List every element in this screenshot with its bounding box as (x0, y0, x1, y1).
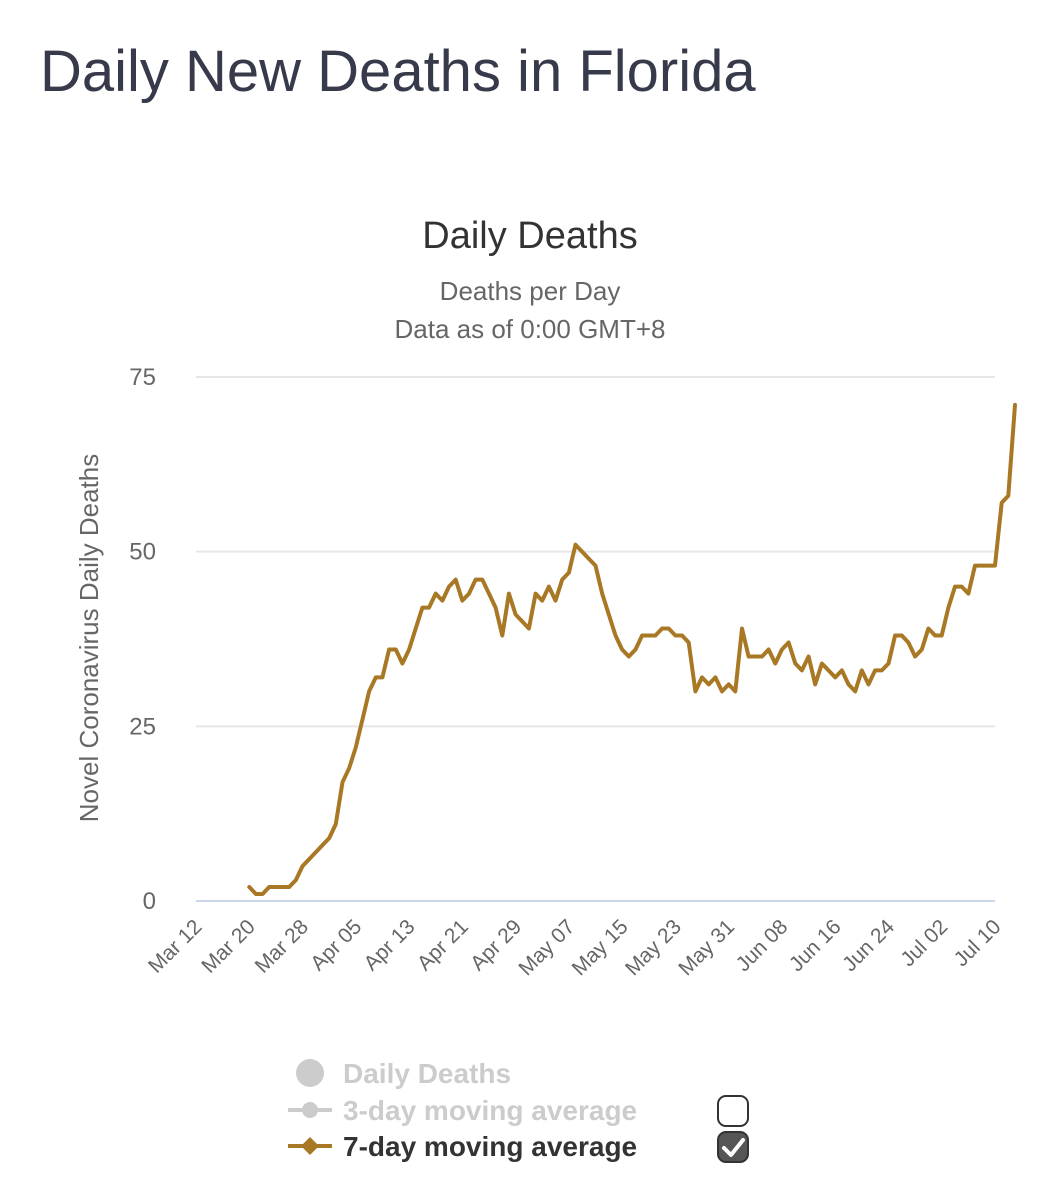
x-tick-label: Mar 12 (144, 915, 206, 977)
legend-marker-circle (302, 1102, 318, 1118)
legend-checkbox[interactable] (717, 1095, 749, 1127)
x-tick-label: May 23 (621, 915, 686, 980)
chart-title: Daily Deaths (422, 215, 637, 257)
series-line-7-day-moving-average[interactable] (247, 402, 1017, 896)
x-tick-label: Jun 24 (838, 915, 899, 976)
legend-item[interactable]: Daily Deaths (296, 1058, 511, 1089)
y-tick-label: 0 (143, 888, 156, 915)
y-tick-label: 75 (129, 364, 156, 391)
x-tick-label: Jul 10 (950, 915, 1006, 971)
legend: Daily Deaths 3-day moving average 7-day mo… (288, 1058, 749, 1163)
y-axis-label: Novel Coronavirus Daily Deaths (74, 454, 104, 822)
legend-label: 3-day moving average (343, 1095, 637, 1126)
x-tick-label: Apr 21 (413, 915, 473, 975)
check-icon (722, 1138, 745, 1157)
chart-subtitle-date: Data as of 0:00 GMT+8 (395, 314, 666, 344)
legend-marker-circle (296, 1059, 324, 1087)
chart-subtitle: Deaths per Day (440, 276, 621, 306)
x-tick-label: Jul 02 (896, 915, 952, 971)
x-tick-label: Jun 08 (732, 915, 793, 976)
legend-item[interactable]: 7-day moving average (288, 1131, 637, 1162)
legend-marker-diamond (301, 1137, 319, 1155)
x-tick-label: May 31 (674, 915, 739, 980)
x-tick-label: Apr 05 (306, 915, 366, 975)
x-tick-label: May 15 (568, 915, 633, 980)
x-tick-label: May 07 (514, 915, 579, 980)
series-group (247, 402, 1017, 896)
grid-lines (196, 376, 995, 902)
y-axis-ticks: 0 25 50 75 (129, 364, 156, 915)
page-title: Daily New Deaths in Florida (40, 39, 756, 104)
x-tick-label: Mar 28 (251, 915, 313, 977)
x-tick-label: Jun 16 (785, 915, 846, 976)
x-tick-label: Mar 20 (197, 915, 259, 977)
y-tick-label: 25 (129, 713, 156, 740)
legend-label: 7-day moving average (343, 1131, 637, 1162)
y-tick-label: 50 (129, 539, 156, 566)
legend-label: Daily Deaths (343, 1058, 511, 1089)
x-tick-label: Apr 13 (360, 915, 420, 975)
legend-checkbox-checked[interactable] (717, 1131, 749, 1163)
legend-item[interactable]: 3-day moving average (288, 1095, 637, 1126)
